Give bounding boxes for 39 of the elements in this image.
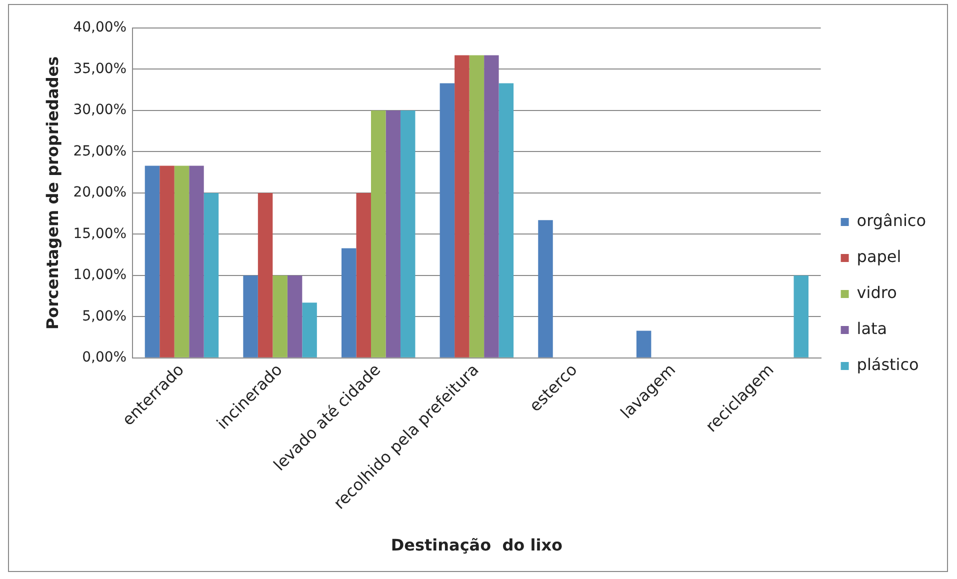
bar <box>144 166 160 358</box>
y-tick-label: 20,00% <box>73 184 127 201</box>
bar <box>400 110 416 358</box>
y-axis-title: Porcentagem de propriedades <box>42 56 62 330</box>
bar <box>258 192 273 358</box>
bar <box>469 55 484 358</box>
bar <box>498 83 514 358</box>
bar <box>272 275 288 358</box>
bar <box>636 330 652 358</box>
y-tick-label: 5,00% <box>82 308 127 324</box>
legend-label: vidro <box>856 283 897 302</box>
bar <box>356 192 371 358</box>
bar <box>386 110 400 358</box>
bar <box>454 55 470 358</box>
bar <box>174 166 190 358</box>
y-tick-label: 0,00% <box>82 350 127 366</box>
legend-label: papel <box>856 247 902 266</box>
bar <box>440 83 455 358</box>
legend-label: orgânico <box>856 211 926 230</box>
x-axis-title: Destinação do lixo <box>390 536 563 555</box>
bar <box>243 275 258 358</box>
y-tick-label: 15,00% <box>73 226 127 242</box>
bar <box>160 166 174 358</box>
bar <box>189 166 204 358</box>
y-tick-label: 40,00% <box>73 20 127 36</box>
bar <box>342 248 356 358</box>
bar <box>484 55 499 358</box>
bar <box>204 192 219 358</box>
bar <box>287 275 302 358</box>
bar <box>302 302 317 358</box>
bar <box>794 275 808 358</box>
y-tick-label: 25,00% <box>73 143 127 160</box>
legend-label: lata <box>856 319 888 338</box>
y-tick-label: 30,00% <box>73 102 127 118</box>
bar <box>370 110 386 358</box>
y-tick-label: 10,00% <box>73 267 127 284</box>
bar <box>538 220 553 358</box>
legend-label: plástico <box>856 355 919 374</box>
y-tick-label: 35,00% <box>73 60 127 77</box>
